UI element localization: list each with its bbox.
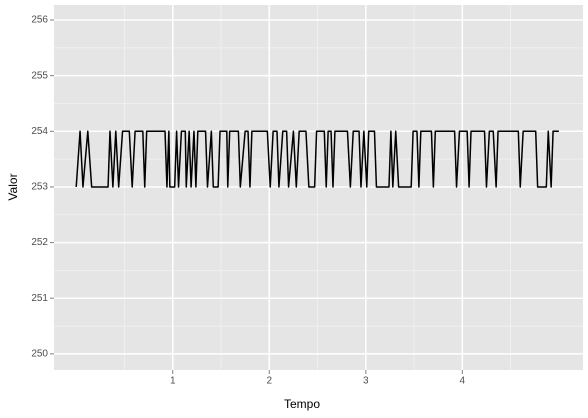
y-tick-label: 250 <box>31 349 48 360</box>
x-tick-label: 1 <box>170 376 176 387</box>
x-axis-title: Tempo <box>284 397 320 411</box>
y-tick-label: 256 <box>31 15 48 26</box>
y-tick-label: 253 <box>31 182 48 193</box>
line-series <box>75 130 559 188</box>
x-tick-label: 4 <box>460 376 466 387</box>
y-tick-label: 255 <box>31 70 48 81</box>
y-tick-label: 252 <box>31 237 48 248</box>
x-tick-label: 3 <box>363 376 369 387</box>
x-tick-label: 2 <box>266 376 272 387</box>
y-tick-label: 254 <box>31 126 48 137</box>
y-tick-label: 251 <box>31 293 48 304</box>
y-axis-title: Valor <box>6 173 20 200</box>
